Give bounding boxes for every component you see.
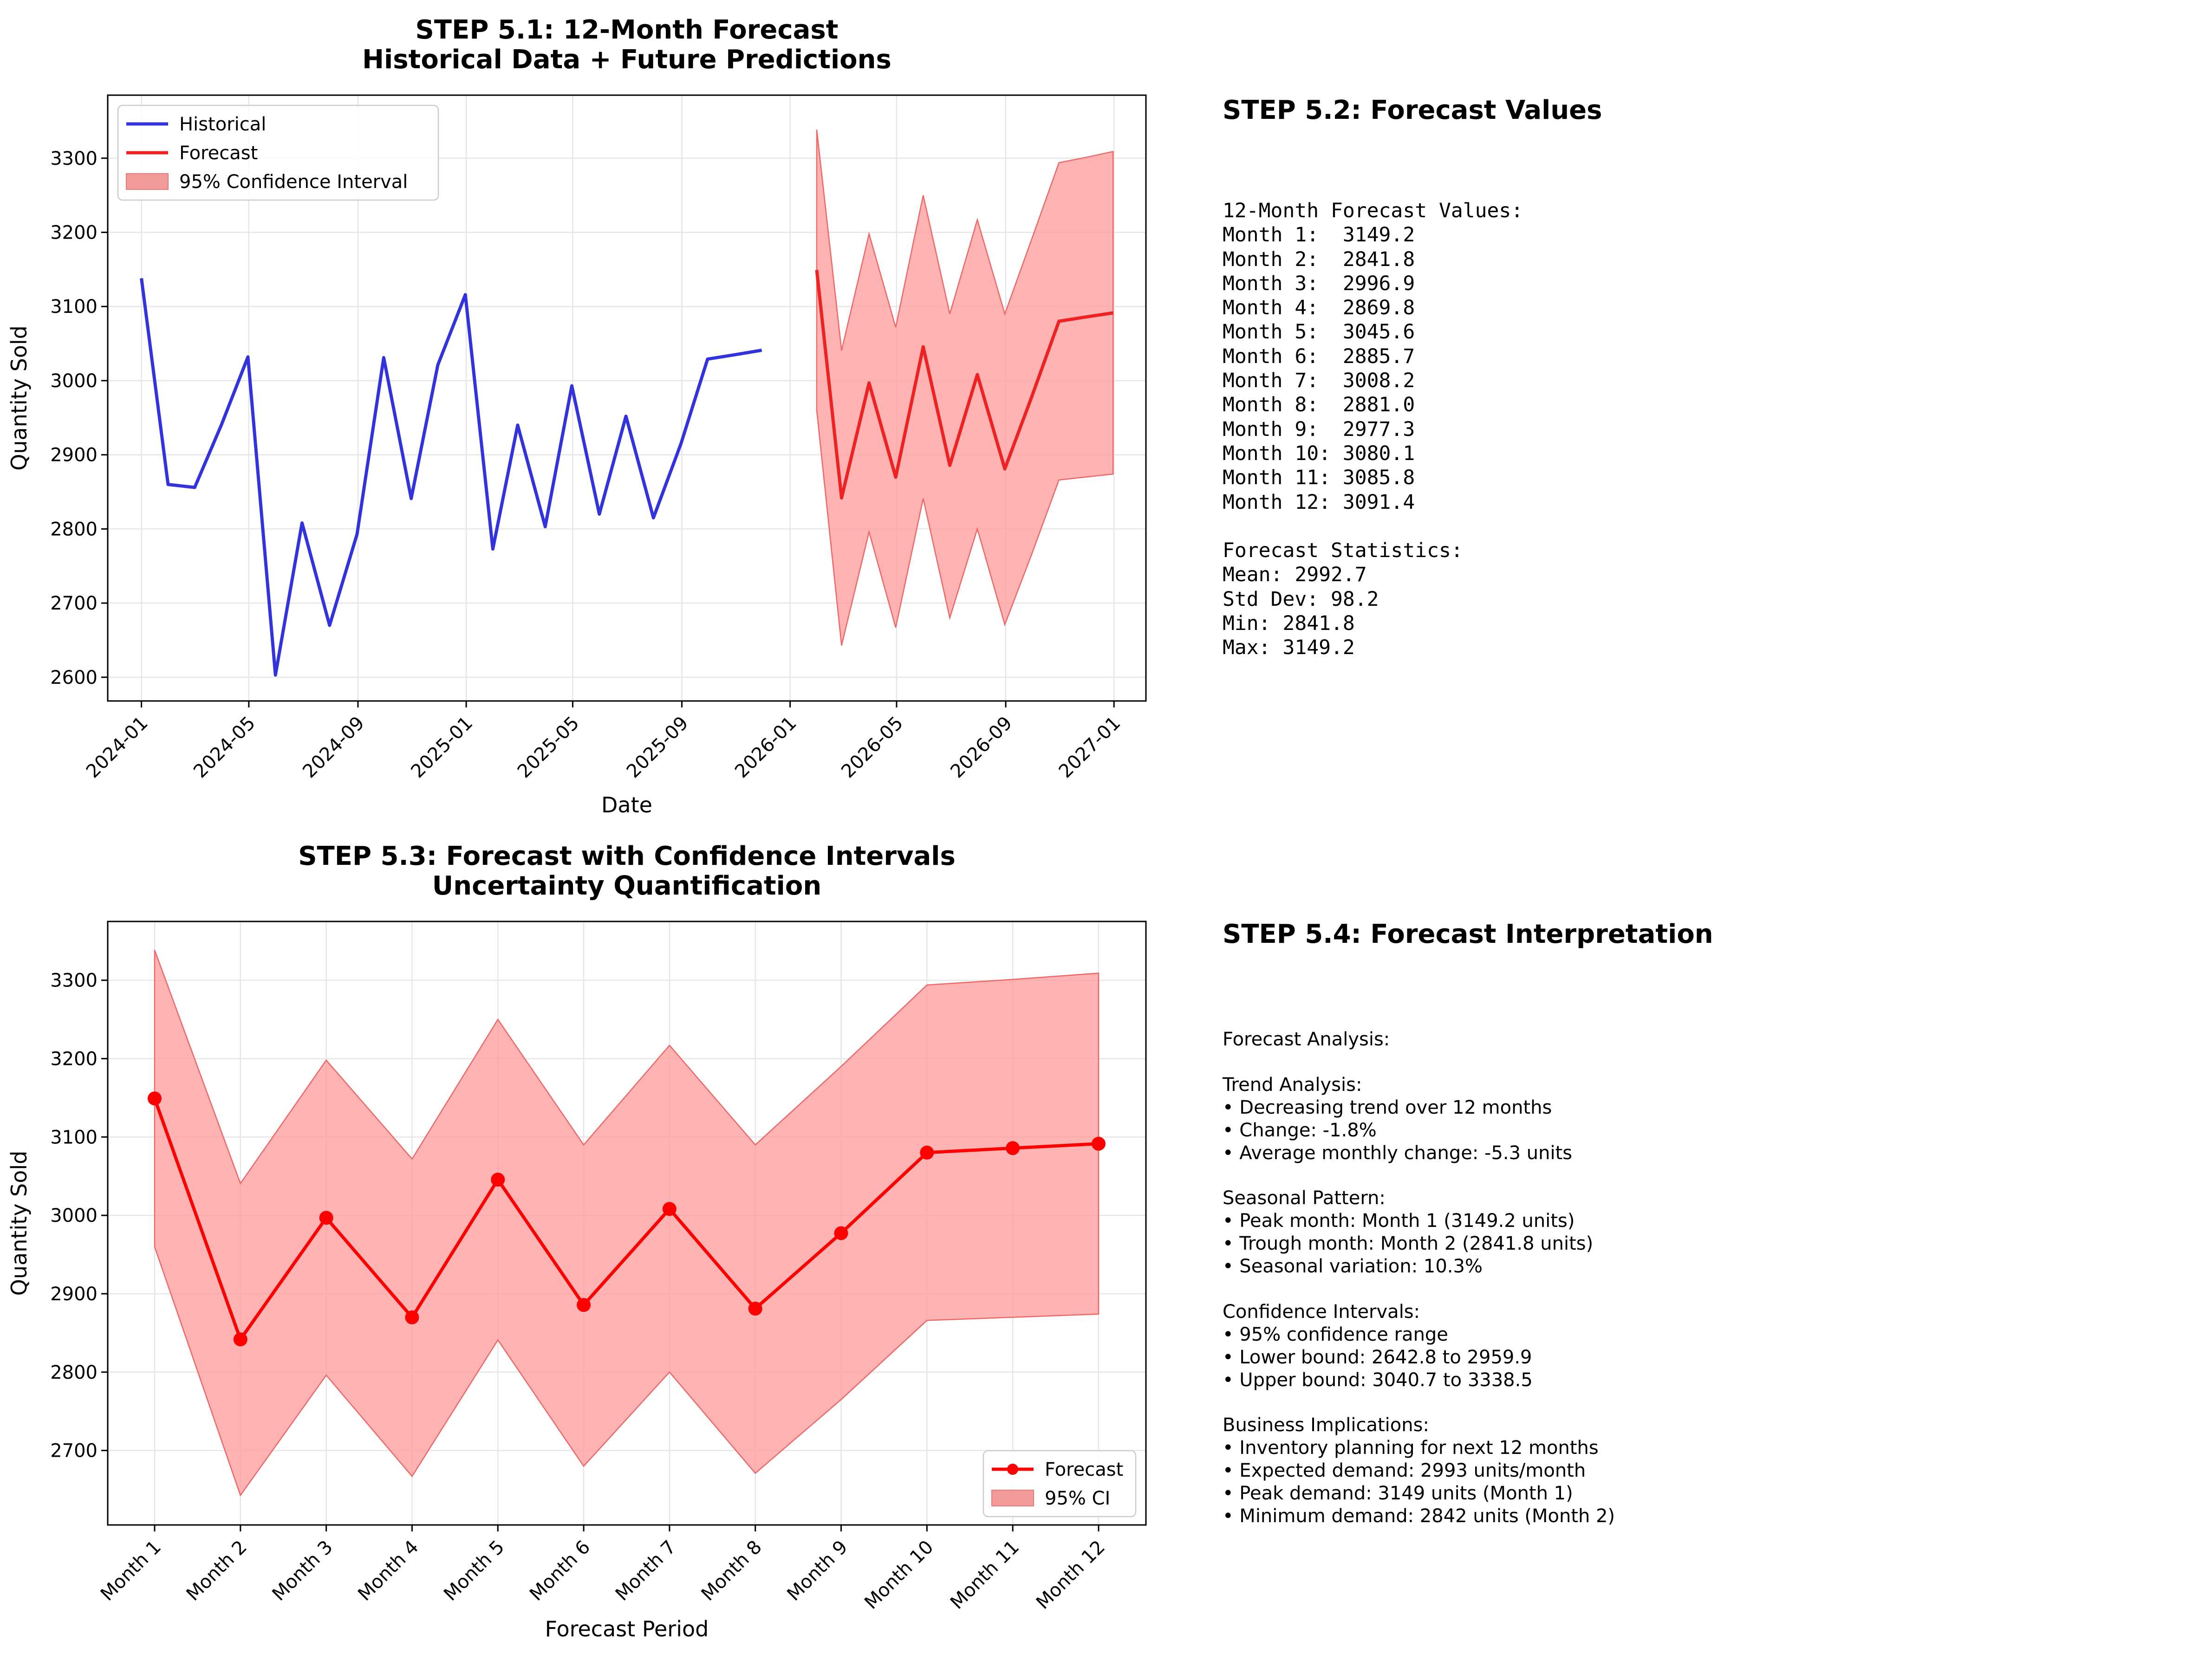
chart-2-y-tick-label: 2700: [50, 1440, 98, 1462]
forecast-values-panel: STEP 5.2: Forecast Values 12-Month Forec…: [1223, 95, 1602, 660]
chart-2-frame: [107, 921, 1147, 1526]
chart-1-y-tick-label: 3200: [50, 222, 98, 244]
chart-1-x-axis-label: Date: [601, 792, 652, 817]
chart-2-legend-swatch: [991, 1490, 1034, 1506]
chart-2-x-tick-label: Month 8: [697, 1537, 766, 1605]
chart-2-x-tick-label: Month 6: [526, 1537, 594, 1605]
chart-2-x-axis-label: Forecast Period: [545, 1616, 709, 1641]
chart-1-x-tick-label: 2024-05: [189, 713, 260, 783]
chart-2-forecast-point: [834, 1226, 848, 1240]
chart-1-x-tick-label: 2027-01: [1055, 713, 1125, 783]
chart-2-x-tick-label: Month 1: [97, 1537, 165, 1605]
chart-1-y-axis-label: Quantity Sold: [7, 325, 32, 471]
chart-2-x-tick-label: Month 2: [182, 1537, 251, 1605]
chart-2-legend-marker: [1007, 1464, 1018, 1475]
chart-2-subtitle: Uncertainty Quantification: [432, 871, 821, 901]
chart-2-forecast-point: [1006, 1141, 1020, 1155]
chart-1-legend-label: 95% Confidence Interval: [179, 171, 408, 193]
chart-1-x-tick-label: 2025-09: [623, 713, 693, 783]
chart-2-x-tick-label: Month 7: [612, 1537, 680, 1605]
chart-1-forecast-point: [1031, 397, 1032, 398]
chart-2-y-tick-label: 3100: [50, 1127, 98, 1148]
forecast-interpretation-text: Forecast Analysis: Trend Analysis: • Dec…: [1223, 1029, 1615, 1527]
chart-1-y-tick-label: 2700: [50, 593, 98, 614]
chart-2-y-tick-label: 2800: [50, 1362, 98, 1383]
chart-2-x-tick-label: Month 11: [946, 1537, 1023, 1614]
chart-2-legend-label: Forecast: [1045, 1459, 1123, 1480]
chart-2-forecast-point: [319, 1211, 333, 1225]
chart-2-forecast-point: [748, 1302, 762, 1316]
chart-1-historical-point: [545, 526, 546, 527]
chart-2-x-tick-label: Month 5: [440, 1537, 508, 1605]
chart-1-y-tick-label: 3300: [50, 148, 98, 169]
chart-2-forecast-point: [405, 1310, 419, 1324]
chart-1-x-tick-label: 2025-01: [407, 713, 477, 783]
chart-1-historical-line: [140, 278, 762, 677]
chart-2-y-axis-label: Quantity Sold: [7, 1151, 32, 1296]
chart-1-x-tick-label: 2024-09: [299, 713, 369, 783]
chart-2-y-tick-label: 3200: [50, 1048, 98, 1070]
chart-2-forecast-point: [491, 1173, 505, 1187]
chart-2-x-tick-label: Month 12: [1032, 1537, 1109, 1614]
chart-2-x-tick-label: Month 3: [268, 1537, 337, 1605]
forecast-values-text: 12-Month Forecast Values: Month 1: 3149.…: [1223, 199, 1523, 660]
chart-2: 2700 2800 2900 3000 3100 3200 3300 Quantity Sol…: [7, 841, 1147, 1641]
chart-1-subtitle: Historical Data + Future Predictions: [362, 45, 891, 75]
chart-1-frame: [107, 94, 1147, 702]
chart-1-y-tick-label: 2900: [50, 445, 98, 466]
forecast-interpretation-title: STEP 5.4: Forecast Interpretation: [1223, 919, 1713, 949]
chart-1-x-tick-label: 2026-01: [731, 713, 801, 783]
chart-1-legend-label: Historical: [179, 114, 266, 135]
chart-1-title: STEP 5.1: 12-Month Forecast: [416, 15, 839, 45]
chart-2-y-tick-label: 2900: [50, 1284, 98, 1305]
chart-1-x-tick-label: 2024-01: [82, 713, 152, 783]
chart-1-forecast-line: [815, 270, 1113, 500]
chart-2-forecast-point: [577, 1298, 591, 1312]
chart-2-x-tick-label: Month 9: [783, 1537, 852, 1605]
chart-2-x-tick-label: Month 4: [354, 1537, 423, 1605]
forecast-interpretation-panel: STEP 5.4: Forecast Interpretation Foreca…: [1223, 919, 1713, 1528]
chart-1-y-tick-label: 2800: [50, 519, 98, 540]
chart-1-y-tick-label: 3000: [50, 370, 98, 392]
chart-1-legend-label: Forecast: [179, 143, 258, 164]
forecast-values-title: STEP 5.2: Forecast Values: [1223, 95, 1602, 125]
chart-1: 2600 2700 2800 2900 3000 3100 3200 3300 Quantity…: [7, 15, 1147, 817]
chart-2-title: STEP 5.3: Forecast with Confidence Inter…: [298, 841, 956, 871]
chart-1-y-tick-label: 2600: [50, 667, 98, 688]
chart-1-x-tick-label: 2026-09: [946, 713, 1016, 783]
chart-2-forecast-point: [1092, 1136, 1106, 1151]
chart-1-confidence-band: [816, 130, 1114, 646]
chart-1-x-tick-label: 2025-05: [514, 713, 584, 783]
chart-2-forecast-point: [662, 1202, 677, 1216]
chart-1-y-tick-label: 3100: [50, 296, 98, 318]
chart-1-historical-point: [141, 278, 142, 279]
chart-2-forecast-line: [153, 1098, 1099, 1341]
chart-2-forecast-point: [920, 1145, 934, 1160]
chart-2-confidence-band: [154, 950, 1099, 1497]
chart-1-historical-point: [465, 294, 466, 295]
chart-1-legend-box: [117, 104, 439, 201]
chart-2-forecast-point: [148, 1091, 162, 1106]
chart-2-x-tick-label: Month 10: [860, 1537, 937, 1614]
chart-1-x-tick-label: 2026-05: [837, 713, 907, 783]
chart-2-y-tick-label: 3000: [50, 1205, 98, 1226]
chart-1-legend-swatch: [126, 173, 169, 190]
chart-1-historical-point: [329, 625, 330, 626]
chart-2-forecast-point: [233, 1332, 247, 1347]
chart-2-legend-label: 95% CI: [1045, 1488, 1110, 1509]
chart-2-y-tick-label: 3300: [50, 970, 98, 992]
